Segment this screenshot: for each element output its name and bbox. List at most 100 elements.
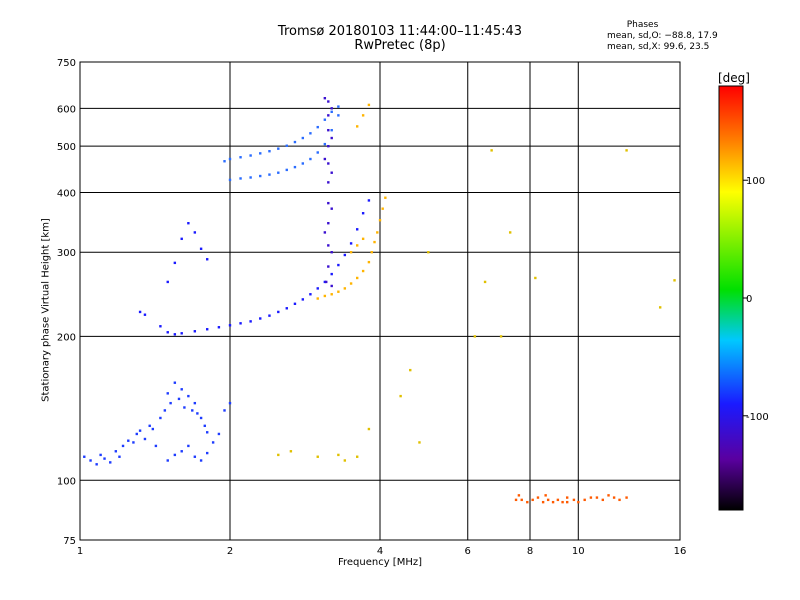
echo-point (205, 451, 209, 455)
echo-point (163, 409, 167, 412)
echo-point (228, 178, 232, 182)
echo-point (323, 96, 327, 100)
echo-point (384, 196, 387, 199)
echo-series (514, 494, 628, 504)
echo-point (583, 498, 586, 502)
echo-point (132, 441, 135, 444)
echo-point (193, 330, 197, 333)
echo-point (205, 431, 209, 434)
echo-point (268, 314, 271, 317)
echo-point (520, 498, 523, 502)
echo-point (301, 298, 305, 301)
echo-point (427, 251, 430, 254)
echo-point (285, 144, 288, 147)
echo-point (166, 459, 169, 462)
echo-point (337, 105, 340, 108)
echo-point (376, 231, 379, 234)
echo-point (259, 317, 262, 320)
echo-point (355, 455, 359, 458)
x-axis-label: Frequency [MHz] (337, 557, 423, 568)
y-tick-label: 500 (57, 142, 76, 153)
echo-point (301, 136, 305, 140)
echo-points (83, 96, 676, 504)
echo-point (151, 427, 155, 431)
echo-point (327, 162, 330, 165)
y-tick-label: 100 (57, 476, 76, 487)
echo-point (409, 368, 412, 372)
echo-point (673, 279, 676, 282)
echo-point (499, 335, 503, 338)
echo-point (309, 293, 312, 296)
grid-lines (80, 62, 680, 540)
echo-point (199, 416, 203, 420)
echo-point (490, 149, 493, 152)
echo-point (173, 453, 177, 457)
x-tick-label: 1 (77, 546, 83, 557)
x-axis-ticks: 1 2 4 6 8 10 16 (77, 546, 687, 557)
echo-point (159, 416, 162, 420)
echo-point (259, 152, 262, 155)
echo-point (544, 494, 547, 497)
echo-point (327, 114, 330, 117)
echo-point (154, 444, 158, 448)
echo-point (277, 147, 280, 150)
echo-point (381, 207, 384, 210)
phase-o-stats: mean, sd,O: −88.8, 17.9 (607, 31, 718, 41)
echo-point (293, 302, 297, 305)
echo-point (565, 500, 569, 504)
echo-point (378, 219, 382, 222)
echo-point (361, 237, 365, 241)
echo-point (217, 326, 221, 329)
echo-point (330, 136, 333, 140)
echo-point (268, 150, 271, 153)
echo-point (103, 457, 106, 460)
echo-point (121, 444, 125, 448)
echo-point (361, 212, 365, 215)
echo-point (625, 149, 628, 152)
echo-point (577, 500, 580, 504)
echo-point (143, 437, 147, 441)
echo-point (323, 280, 327, 284)
echo-point (330, 128, 333, 132)
echo-point (349, 251, 353, 254)
echo-point (323, 157, 327, 161)
echo-point (330, 272, 333, 276)
echo-point (541, 500, 545, 504)
echo-point (589, 496, 593, 499)
echo-point (135, 432, 138, 436)
echo-point (330, 207, 333, 210)
echo-series (83, 381, 232, 466)
echo-point (367, 103, 371, 107)
echo-series (316, 103, 387, 300)
echo-point (572, 498, 576, 502)
echo-point (370, 251, 373, 254)
plot-frame (79, 61, 681, 541)
echo-point (285, 307, 288, 310)
echo-point (138, 310, 142, 314)
echo-point (330, 110, 333, 114)
echo-series (323, 96, 333, 288)
echo-point (285, 168, 288, 172)
echo-point (483, 280, 487, 284)
x-tick-label: 6 (465, 546, 471, 557)
y-axis-ticks: 75 100 200 300 400 500 600 750 (57, 58, 76, 547)
echo-point (607, 494, 610, 497)
echo-point (173, 261, 177, 265)
echo-point (211, 441, 215, 444)
echo-point (327, 181, 330, 184)
phase-header: Phases (626, 20, 659, 30)
echo-point (199, 459, 203, 462)
echo-point (514, 498, 518, 502)
echo-point (546, 498, 550, 502)
echo-point (223, 409, 226, 412)
x-tick-label: 2 (227, 546, 233, 557)
echo-series (223, 105, 340, 182)
echo-point (349, 242, 353, 245)
echo-point (228, 324, 232, 327)
echo-point (367, 427, 371, 431)
echo-point (193, 231, 197, 234)
y-tick-label: 300 (57, 248, 76, 259)
echo-point (355, 244, 359, 247)
echo-point (228, 157, 232, 161)
